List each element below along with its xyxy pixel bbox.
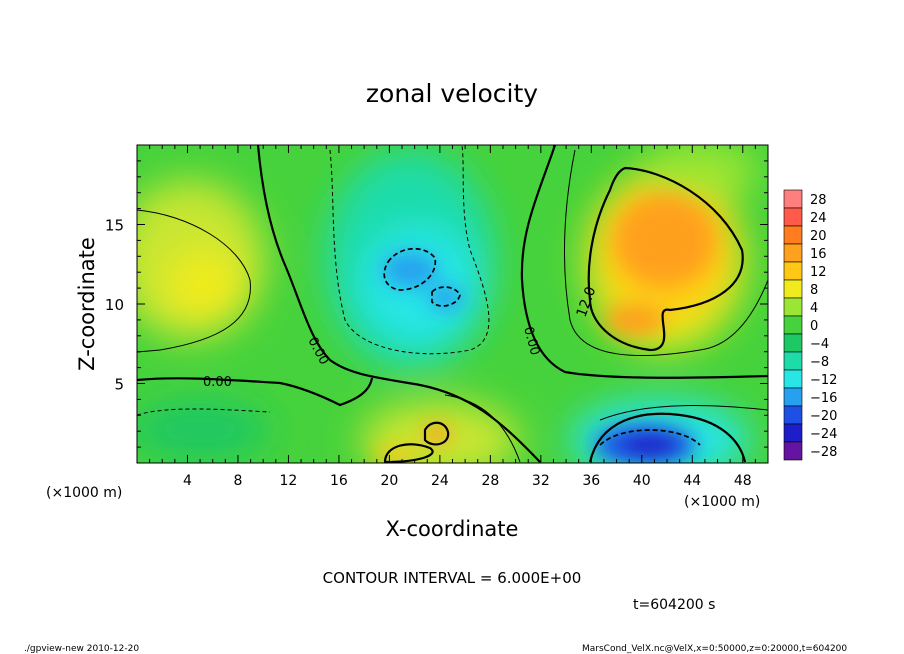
colorbar-label: −24 [810,427,837,442]
colorbar-segment [783,279,803,299]
x-axis-unit-right: (×1000 m) [684,494,760,510]
colorbar-segment [783,351,803,371]
x-tick-label: 40 [633,473,651,489]
colorbar-label: −16 [810,391,837,406]
x-tick-label: 48 [734,473,752,489]
time-label: t=604200 s [633,597,715,613]
colorbar-segment [783,387,803,407]
colorbar-segment [783,243,803,263]
colorbar-label: 12 [810,265,827,280]
colorbar-segment [783,297,803,317]
colorbar-label: 8 [810,283,818,298]
colorbar-segment [783,441,803,461]
chart-title: zonal velocity [366,79,538,108]
colorbar-segment [783,315,803,335]
contour-label: 0.00 [203,375,232,390]
colorbar: 28 24 20 16 12 8 4 0 −4 −8 −12 −16 −20 −24 −28 [783,189,837,461]
y-tick-label: 10 [105,296,124,314]
footer-right: MarsCond_VelX.nc@VelX,x=0:50000,z=0:2000… [582,644,847,654]
colorbar-label: −4 [810,337,829,352]
colorbar-label: −28 [810,445,837,460]
x-tick-label: 4 [183,473,192,489]
x-tick-label: 44 [683,473,701,489]
colorbar-label: −20 [810,409,837,424]
colorbar-segment [783,333,803,353]
colorbar-label: −8 [810,355,829,370]
x-axis-unit-left: (×1000 m) [46,485,122,501]
x-tick-label: 8 [233,473,242,489]
colorbar-segment [783,405,803,425]
colorbar-segment [783,207,803,227]
x-tick-label: 12 [280,473,298,489]
footer-left: ./gpview-new 2010-12-20 [24,644,139,654]
colorbar-label: 20 [810,229,827,244]
colorbar-segment [783,261,803,281]
x-axis-ticks: 4 8 12 16 20 24 28 32 36 40 44 48 [149,145,756,489]
colorbar-label: 0 [810,319,818,334]
x-axis-label: X-coordinate [386,517,519,541]
colorbar-label: 4 [810,301,818,316]
x-tick-label: 28 [481,473,499,489]
x-tick-label: 32 [532,473,550,489]
colorbar-segment [783,225,803,245]
contour-interval: CONTOUR INTERVAL = 6.000E+00 [323,569,582,587]
y-tick-label: 5 [114,376,124,394]
contour-label: 0.00 [520,325,542,357]
colorbar-label: 16 [810,247,827,262]
colorbar-label: 28 [810,193,827,208]
x-tick-label: 16 [330,473,348,489]
y-tick-label: 15 [105,217,124,235]
x-tick-label: 20 [380,473,398,489]
colorbar-label: −12 [810,373,837,388]
plot-area: 0.00 0.00 0.00 12.0 [137,145,768,463]
colorbar-label: 24 [810,211,827,226]
y-axis-label: Z-coordinate [75,237,99,371]
colorbar-segment [783,369,803,389]
y-axis-ticks: 5 10 15 [105,160,768,448]
x-tick-label: 24 [431,473,449,489]
colorbar-segment [783,423,803,443]
colorbar-segment [783,189,803,209]
x-tick-label: 36 [582,473,600,489]
